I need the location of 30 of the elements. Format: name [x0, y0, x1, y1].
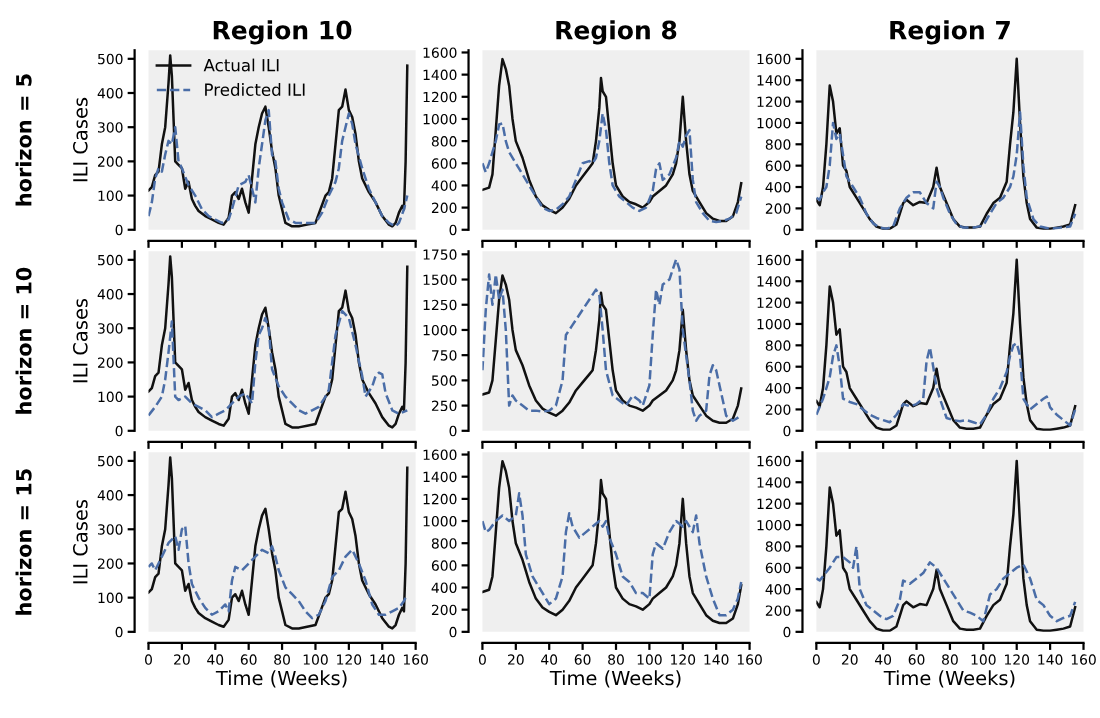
line-series	[816, 341, 1077, 427]
y-axis-title: ILI Cases	[72, 97, 88, 182]
text: horizon = 5	[15, 74, 32, 206]
chart-title: Region 8	[556, 20, 677, 45]
line-series	[148, 255, 409, 429]
x-axis-title: Time (Weeks)	[883, 670, 1015, 688]
x-axis-title: Time (Weeks)	[215, 670, 347, 688]
line-series	[816, 545, 1077, 623]
line-series	[482, 57, 743, 223]
line-series	[482, 492, 743, 617]
line-series	[816, 258, 1077, 431]
line-series	[482, 112, 743, 224]
x-axis-title: Time (Weeks)	[549, 670, 681, 688]
line-series	[816, 110, 1077, 230]
line-series	[148, 108, 409, 228]
line-series	[148, 54, 409, 228]
chart-title: Region 7	[890, 20, 1010, 45]
legend-label: Predicted ILI	[205, 83, 305, 96]
y-axis-title: ILI Cases	[72, 499, 88, 584]
line-series	[148, 524, 409, 620]
legend-label: Actual ILI	[203, 58, 279, 72]
line-series	[148, 456, 409, 630]
text: horizon = 10	[15, 267, 32, 414]
line-series	[482, 459, 743, 625]
line-series	[148, 309, 409, 419]
y-axis-title: ILI Cases	[72, 298, 88, 383]
text: horizon = 15	[15, 469, 32, 615]
chart-title: Region 10	[213, 20, 352, 45]
line-series	[816, 57, 1077, 230]
line-series	[816, 459, 1077, 632]
